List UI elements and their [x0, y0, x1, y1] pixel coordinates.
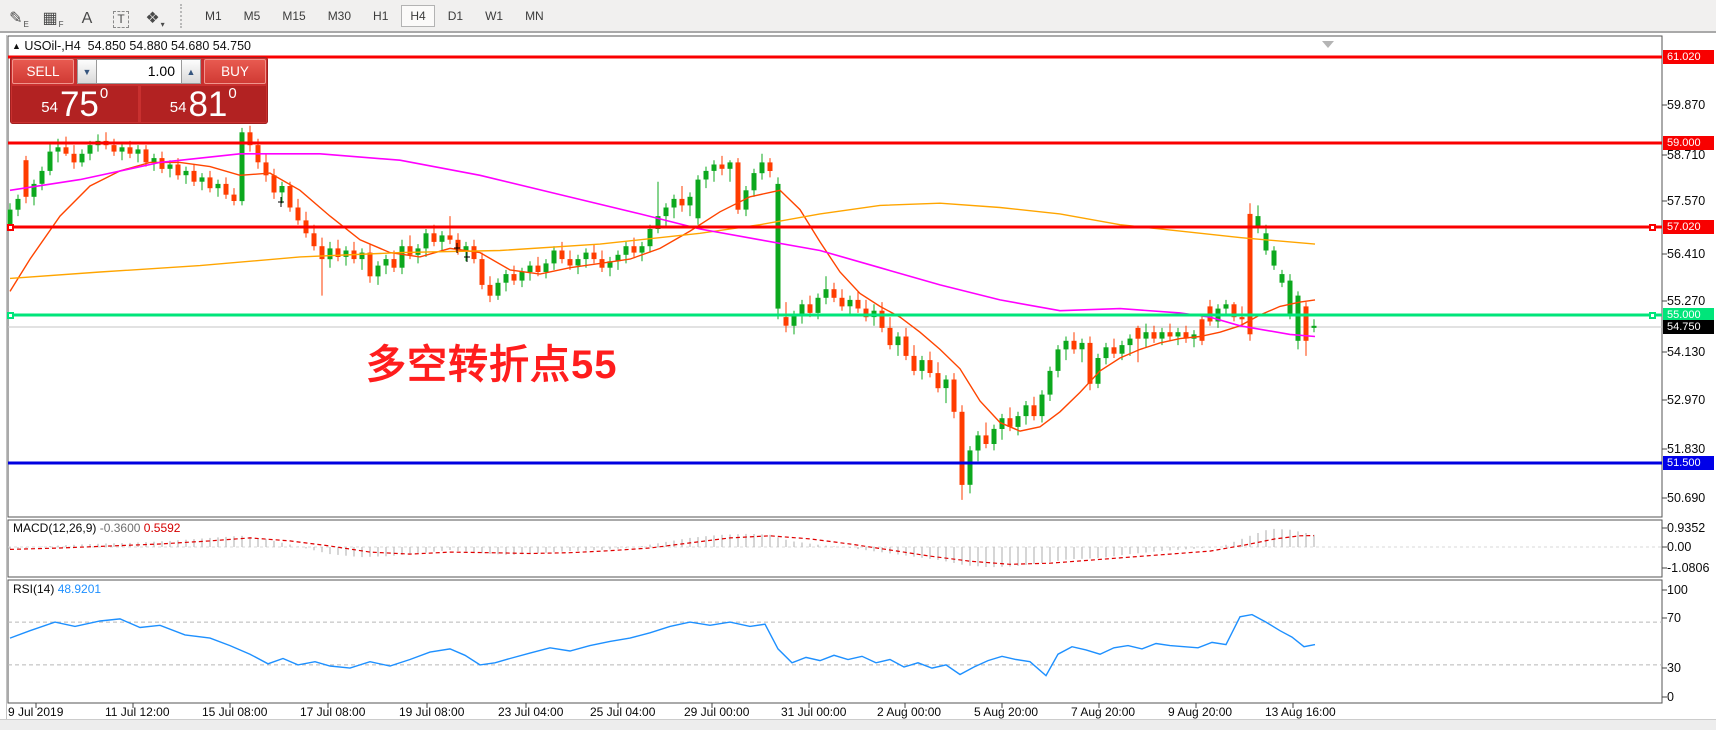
- chart-text-annotation: 多空转折点55: [366, 343, 618, 387]
- time-axis-label: 9 Jul 2019: [8, 705, 64, 719]
- time-axis-label: 23 Jul 04:00: [498, 705, 564, 719]
- window-left-edge: [6, 35, 7, 730]
- rsi-axis-label: 30: [1667, 661, 1681, 675]
- timeframe-button-h1[interactable]: H1: [373, 8, 389, 23]
- buy-price-sup: 0: [228, 85, 237, 102]
- data-grid-icon[interactable]: ▦ F: [42, 9, 64, 29]
- timeframe-button-mn[interactable]: MN: [525, 8, 544, 23]
- bottom-strip: [0, 719, 1716, 730]
- price-level-badge: 55.000: [1663, 308, 1714, 322]
- macd-axis-label: 0.9352: [1667, 521, 1706, 535]
- symbol-marker-icon: ▲: [12, 41, 21, 51]
- time-axis-label: 13 Aug 16:00: [1265, 705, 1336, 719]
- text-box-icon[interactable]: T: [106, 2, 136, 28]
- price-level-badge: 51.500: [1663, 456, 1714, 470]
- timeframe-button-m1[interactable]: M1: [205, 8, 222, 23]
- sell-price-prefix: 54: [41, 99, 58, 116]
- timeframe-button-w1[interactable]: W1: [485, 8, 504, 23]
- sell-button[interactable]: SELL: [12, 59, 74, 84]
- macd-name: MACD(12,26,9): [13, 521, 97, 535]
- rsi-axis-label: 0: [1667, 690, 1674, 704]
- time-axis-label: 15 Jul 08:00: [202, 705, 268, 719]
- one-click-trading-panel: SELL ▼ 1.00 ▲ BUY 54 75 0 54 81 0: [10, 57, 268, 124]
- time-axis-label: 29 Jul 00:00: [684, 705, 750, 719]
- price-level-badge: 59.000: [1663, 136, 1714, 150]
- current-price-badge: 54.750: [1663, 320, 1714, 334]
- macd-axis-label: 0.00: [1667, 540, 1692, 554]
- buy-button[interactable]: BUY: [204, 59, 266, 84]
- rsi-axis-label: 70: [1667, 611, 1681, 625]
- macd-axis-label: -1.0806: [1667, 561, 1710, 575]
- price-level-badge: 57.020: [1663, 220, 1714, 234]
- volume-input[interactable]: 1.00: [97, 59, 181, 84]
- timeframe-button-h4[interactable]: H4: [401, 4, 435, 27]
- volume-increase-button[interactable]: ▲: [181, 59, 201, 84]
- timeframe-button-d1[interactable]: D1: [447, 8, 464, 23]
- toolbar-icons: ✎ E ▦ F A T ❖ ▾: [0, 2, 170, 30]
- timeframe-button-m30[interactable]: M30: [327, 8, 352, 23]
- time-axis-label: 2 Aug 00:00: [877, 705, 942, 719]
- volume-decrease-button[interactable]: ▼: [77, 59, 97, 84]
- price-axis-label: 55.270: [1667, 294, 1706, 308]
- buy-price-display[interactable]: 54 81 0: [140, 85, 266, 124]
- chart-title: ▲ USOil-,H4 54.850 54.880 54.680 54.750: [12, 39, 251, 53]
- macd-indicator-label: MACD(12,26,9) -0.3600 0.5592: [13, 521, 180, 535]
- time-axis-label: 19 Jul 08:00: [399, 705, 465, 719]
- toolbar: ✎ E ▦ F A T ❖ ▾ M1 M5 M15 M30 H1 H4 D1 W1 MN: [0, 0, 1716, 33]
- timeframe-group: M1 M5 M15 M30 H1 H4 D1 W1 MN: [194, 4, 555, 27]
- ohlc-values: 54.850 54.880 54.680 54.750: [87, 39, 251, 53]
- buy-price-big: 81: [188, 85, 228, 124]
- macd-value-signal: 0.5592: [143, 521, 181, 535]
- sell-price-big: 75: [59, 85, 99, 124]
- price-axis-label: 58.710: [1667, 148, 1706, 162]
- time-axis-label: 9 Aug 20:00: [1168, 705, 1233, 719]
- timeframe-button-m5[interactable]: M5: [243, 8, 261, 23]
- sell-price-display[interactable]: 54 75 0: [12, 86, 138, 122]
- text-label-icon[interactable]: A: [81, 9, 93, 27]
- price-axis-label: 50.690: [1667, 491, 1706, 505]
- price-axis-label: 59.870: [1667, 98, 1706, 112]
- time-axis-label: 5 Aug 20:00: [974, 705, 1039, 719]
- timeframe-button-m15[interactable]: M15: [282, 8, 306, 23]
- symbol-name: USOil-,H4: [24, 39, 81, 53]
- buy-price-prefix: 54: [169, 99, 187, 116]
- toolbar-grip: [180, 3, 188, 28]
- price-axis-label: 52.970: [1667, 393, 1706, 407]
- arrows-tool-icon[interactable]: ❖ ▾: [145, 9, 165, 29]
- rsi-axis-label: 100: [1667, 583, 1688, 597]
- price-axis-label: 57.570: [1667, 194, 1706, 208]
- time-axis-label: 25 Jul 04:00: [590, 705, 656, 719]
- time-axis-label: 17 Jul 08:00: [300, 705, 366, 719]
- price-axis-label: 51.830: [1667, 442, 1706, 456]
- time-axis-label: 31 Jul 00:00: [781, 705, 847, 719]
- price-axis-label: 56.410: [1667, 247, 1706, 261]
- rsi-indicator-label: RSI(14) 48.9201: [13, 582, 101, 596]
- price-level-badge: 61.020: [1663, 50, 1714, 64]
- rsi-value: 48.9201: [57, 582, 102, 596]
- time-axis-label: 7 Aug 20:00: [1071, 705, 1136, 719]
- macd-value-main: -0.3600: [99, 521, 141, 535]
- time-axis-label: 11 Jul 12:00: [105, 705, 170, 719]
- rsi-name: RSI(14): [13, 582, 55, 596]
- sell-price-sup: 0: [99, 85, 109, 102]
- experts-icon[interactable]: ✎ E: [9, 9, 29, 29]
- price-axis-label: 54.130: [1667, 345, 1706, 359]
